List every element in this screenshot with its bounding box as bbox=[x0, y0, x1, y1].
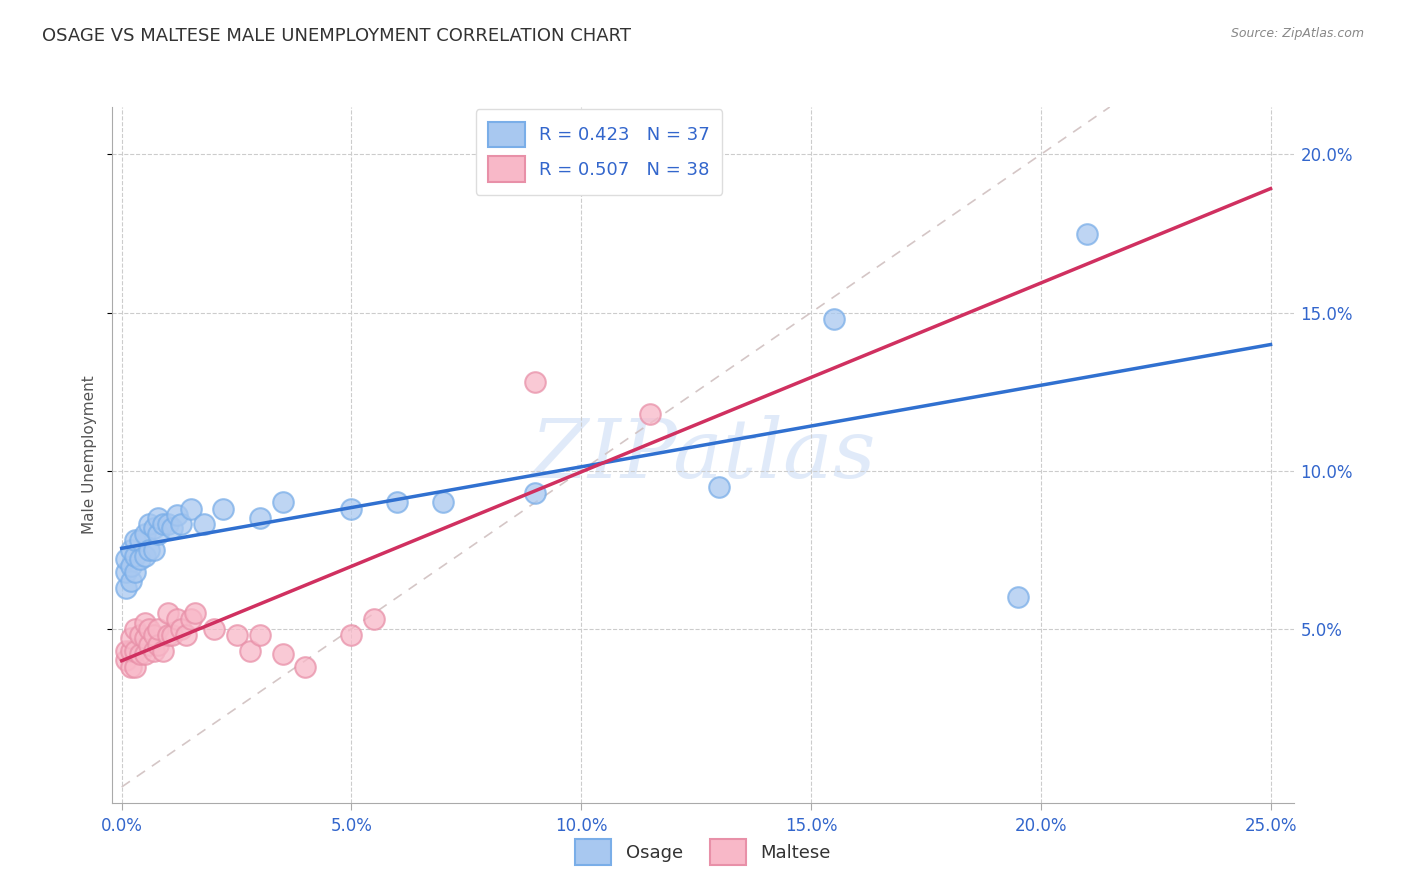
Point bbox=[134, 527, 156, 541]
Point bbox=[134, 647, 156, 661]
Point bbox=[120, 574, 142, 589]
Point bbox=[340, 628, 363, 642]
Point bbox=[124, 565, 146, 579]
Point bbox=[134, 632, 156, 646]
Point bbox=[120, 542, 142, 557]
Point bbox=[124, 622, 146, 636]
Legend: Osage, Maltese: Osage, Maltese bbox=[562, 826, 844, 877]
Point bbox=[271, 647, 294, 661]
Point bbox=[363, 612, 385, 626]
Point bbox=[271, 495, 294, 509]
Point bbox=[129, 628, 152, 642]
Point bbox=[387, 495, 409, 509]
Point bbox=[1007, 591, 1029, 605]
Point bbox=[160, 521, 183, 535]
Point bbox=[638, 407, 661, 421]
Text: ZIPatlas: ZIPatlas bbox=[530, 415, 876, 495]
Text: OSAGE VS MALTESE MALE UNEMPLOYMENT CORRELATION CHART: OSAGE VS MALTESE MALE UNEMPLOYMENT CORRE… bbox=[42, 27, 631, 45]
Point bbox=[156, 606, 179, 620]
Point bbox=[129, 647, 152, 661]
Point bbox=[134, 549, 156, 563]
Point bbox=[115, 565, 138, 579]
Point bbox=[138, 638, 160, 652]
Point bbox=[184, 606, 207, 620]
Point bbox=[148, 511, 170, 525]
Point bbox=[180, 501, 202, 516]
Point bbox=[148, 622, 170, 636]
Point bbox=[120, 558, 142, 573]
Point bbox=[193, 517, 215, 532]
Point bbox=[129, 552, 152, 566]
Point bbox=[156, 628, 179, 642]
Point bbox=[180, 612, 202, 626]
Point bbox=[142, 521, 165, 535]
Point bbox=[432, 495, 454, 509]
Point bbox=[152, 644, 174, 658]
Point bbox=[115, 581, 138, 595]
Point bbox=[166, 508, 188, 522]
Point bbox=[1076, 227, 1098, 241]
Point bbox=[170, 622, 193, 636]
Point bbox=[294, 660, 316, 674]
Point bbox=[249, 628, 271, 642]
Text: Source: ZipAtlas.com: Source: ZipAtlas.com bbox=[1230, 27, 1364, 40]
Point bbox=[134, 615, 156, 630]
Point bbox=[160, 628, 183, 642]
Point bbox=[124, 660, 146, 674]
Point bbox=[124, 549, 146, 563]
Point bbox=[524, 486, 547, 500]
Point bbox=[225, 628, 247, 642]
Point bbox=[142, 542, 165, 557]
Point bbox=[148, 527, 170, 541]
Point bbox=[138, 622, 160, 636]
Point bbox=[142, 628, 165, 642]
Point bbox=[170, 517, 193, 532]
Point bbox=[120, 632, 142, 646]
Point bbox=[115, 552, 138, 566]
Point bbox=[249, 511, 271, 525]
Point bbox=[707, 479, 730, 493]
Point bbox=[823, 312, 845, 326]
Point bbox=[129, 533, 152, 548]
Point bbox=[115, 653, 138, 667]
Point bbox=[166, 612, 188, 626]
Point bbox=[124, 644, 146, 658]
Point bbox=[115, 644, 138, 658]
Point bbox=[120, 644, 142, 658]
Point bbox=[239, 644, 262, 658]
Point bbox=[152, 517, 174, 532]
Point bbox=[138, 517, 160, 532]
Point bbox=[138, 542, 160, 557]
Point bbox=[202, 622, 225, 636]
Point bbox=[142, 644, 165, 658]
Point bbox=[340, 501, 363, 516]
Point bbox=[124, 533, 146, 548]
Point bbox=[148, 638, 170, 652]
Point bbox=[156, 517, 179, 532]
Point bbox=[524, 375, 547, 389]
Point bbox=[120, 660, 142, 674]
Y-axis label: Male Unemployment: Male Unemployment bbox=[82, 376, 97, 534]
Point bbox=[211, 501, 233, 516]
Point bbox=[174, 628, 197, 642]
